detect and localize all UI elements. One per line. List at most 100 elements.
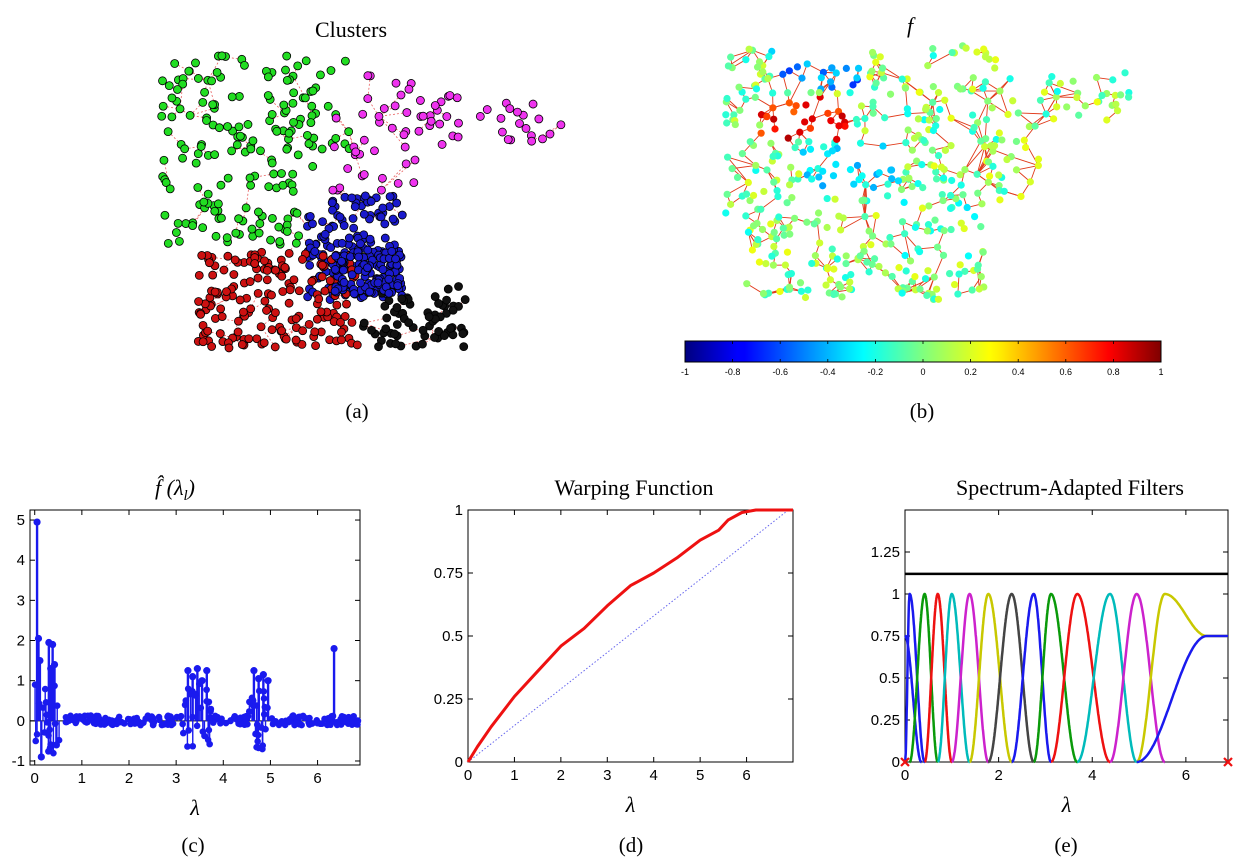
filter-curve [923, 592, 953, 764]
graph-node [833, 135, 841, 143]
graph-edge [732, 164, 756, 170]
stem-marker [242, 715, 249, 722]
y-tick-label: 0.5 [879, 670, 900, 687]
graph-node [758, 225, 767, 234]
graph-edge [811, 96, 821, 120]
graph-node [392, 198, 402, 208]
graph-node [418, 339, 427, 349]
graph-node [363, 245, 373, 255]
graph-node [376, 212, 386, 222]
graph-node [973, 170, 981, 178]
stem-marker [264, 677, 272, 685]
graph-node [930, 162, 938, 170]
graph-node [728, 165, 736, 173]
stem-marker [317, 720, 324, 728]
graph-node [194, 297, 203, 306]
graph-node [981, 143, 989, 151]
graph-node [820, 143, 828, 151]
graph-node [842, 64, 850, 73]
graph-node [780, 231, 788, 239]
graph-node [763, 166, 771, 174]
graph-node [158, 76, 167, 86]
graph-node [311, 341, 320, 350]
graph-edge [1016, 165, 1039, 171]
graph-edge [1049, 82, 1078, 94]
graph-edge [964, 140, 982, 170]
graph-node [392, 303, 402, 312]
graph-node [384, 274, 394, 284]
graph-edge [726, 182, 749, 195]
graph-node [872, 58, 880, 66]
graph-node [883, 192, 892, 200]
graph-node [852, 115, 861, 124]
graph-node [1053, 87, 1061, 96]
graph-node [326, 66, 336, 75]
graph-node [390, 101, 400, 111]
graph-node [1034, 155, 1043, 163]
graph-node [946, 204, 955, 213]
graph-node [198, 223, 208, 233]
graph-node [460, 295, 470, 304]
graph-edge [950, 117, 975, 128]
graph-node [932, 168, 940, 176]
graph-node [730, 111, 738, 119]
graph-node [853, 161, 862, 170]
colorbar-tick-label: -1 [681, 367, 689, 377]
graph-node [254, 207, 263, 217]
graph-node [1113, 107, 1122, 115]
graph-node [191, 58, 200, 68]
graph-node [921, 275, 930, 283]
graph-node [397, 210, 407, 220]
graph-node [392, 320, 402, 329]
graph-node [733, 173, 742, 181]
graph-node [991, 56, 1000, 64]
graph-node [784, 89, 792, 97]
graph-node [845, 285, 854, 293]
graph-node [963, 203, 971, 212]
graph-edge [933, 255, 944, 278]
colorbar-tick-label: -0.6 [772, 367, 788, 377]
graph-node [246, 144, 256, 154]
graph-node [791, 214, 799, 222]
graph-edge [400, 337, 435, 347]
stem-marker [42, 699, 50, 706]
graph-node [774, 192, 782, 201]
graph-node [373, 278, 383, 288]
graph-node [785, 283, 794, 291]
filter-curve [1050, 592, 1111, 764]
filter-curve [1136, 634, 1228, 764]
x-tick-label: 0 [901, 767, 909, 784]
graph-node [293, 61, 303, 71]
graph-node [365, 287, 374, 297]
filter-curve [969, 592, 1013, 764]
y-tick-label: 0.25 [434, 691, 463, 708]
graph-node [832, 160, 840, 168]
graph-node [998, 136, 1006, 144]
graph-node [961, 267, 969, 275]
colorbar-gradient [684, 340, 1162, 363]
graph-node [178, 153, 187, 163]
graph-edge [999, 90, 1009, 115]
graph-node [850, 180, 858, 188]
stem-marker [211, 712, 219, 720]
graph-node [380, 301, 390, 311]
graph-node [272, 126, 282, 136]
graph-node [349, 289, 359, 299]
graph-node [497, 127, 507, 137]
graph-node [974, 261, 982, 269]
graph-node [305, 260, 315, 270]
graph-edge [933, 130, 952, 146]
graph-node [1124, 93, 1133, 101]
graph-node [801, 118, 809, 126]
graph-node [878, 64, 887, 72]
graph-node [250, 259, 260, 268]
graph-node [924, 62, 932, 70]
graph-node [765, 52, 773, 61]
stem-marker [184, 667, 192, 675]
graph-node [200, 87, 209, 97]
graph-node [906, 257, 915, 265]
warping-curve [466, 508, 793, 763]
graph-node [284, 128, 294, 138]
stem-marker [46, 726, 53, 734]
graph-node [1031, 122, 1039, 130]
